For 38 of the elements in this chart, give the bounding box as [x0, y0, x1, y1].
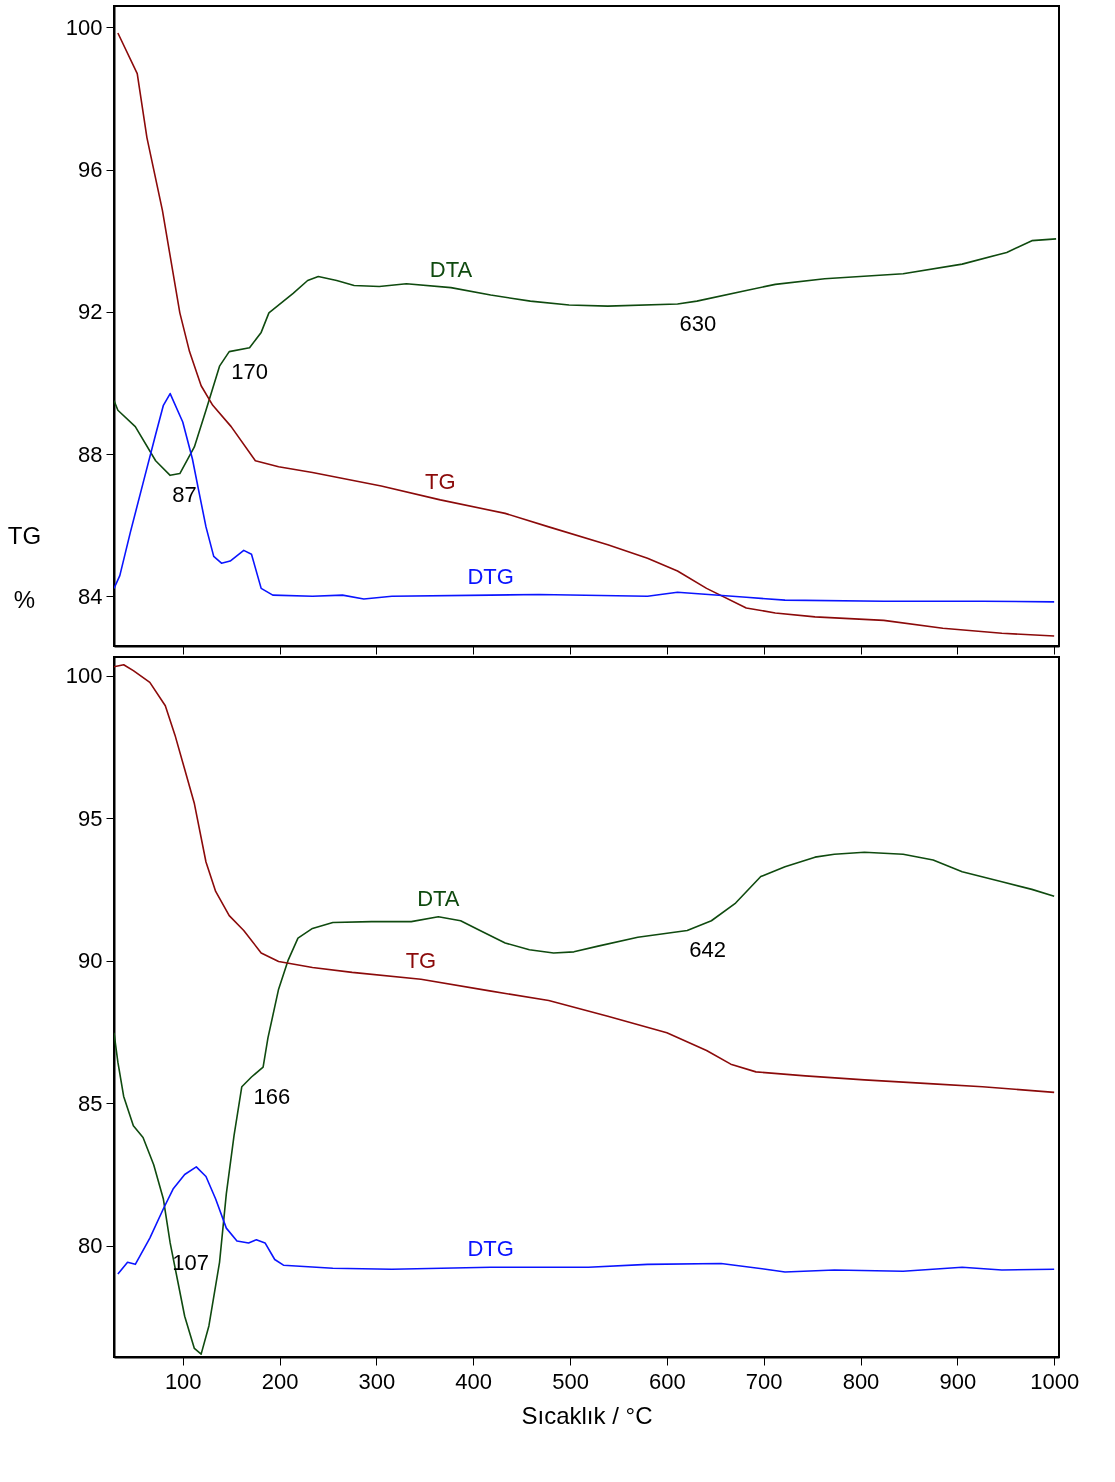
y-tick-label: 100 — [65, 14, 103, 40]
y-tick-label: 84 — [78, 583, 103, 609]
y-tick-label: 92 — [78, 299, 103, 325]
series-label: TG — [425, 468, 456, 494]
x-axis-title: Sıcaklık / °C — [521, 1401, 653, 1429]
y-tick-label: 90 — [78, 948, 103, 974]
line-series — [114, 851, 1055, 1355]
y-tick-label: 85 — [78, 1090, 103, 1116]
x-tick-label: 600 — [649, 1368, 686, 1394]
y-tick-label: 88 — [78, 441, 103, 467]
x-tick-label: 100 — [164, 1368, 202, 1394]
x-tick-label: 700 — [745, 1368, 783, 1394]
line-series — [117, 1166, 1055, 1275]
annotation: 642 — [689, 937, 726, 963]
x-tick-label: 500 — [552, 1368, 589, 1394]
annotation: 166 — [253, 1084, 291, 1109]
line-series — [117, 32, 1055, 637]
annotation: 170 — [231, 358, 268, 384]
text: TG % — [7, 521, 42, 613]
x-tick-label: 900 — [939, 1368, 977, 1394]
series-label: TG — [405, 948, 437, 974]
line-series — [114, 392, 1055, 603]
series-label: DTG — [467, 1236, 514, 1262]
series-label: DTG — [467, 564, 514, 590]
annotation: 87 — [172, 482, 197, 508]
y-tick-label: 100 — [65, 663, 103, 689]
annotation: 107 — [172, 1249, 209, 1275]
series-label: DTA — [417, 885, 460, 911]
y-tick-label: 80 — [78, 1233, 103, 1259]
x-tick-label: 1000 — [1030, 1368, 1080, 1394]
x-tick-label: 800 — [842, 1368, 880, 1394]
y-tick-label: 96 — [78, 157, 103, 183]
annotation: 630 — [679, 310, 717, 336]
y-tick-label: 95 — [78, 805, 103, 831]
x-tick-label: 200 — [261, 1368, 299, 1394]
series-label: DTA — [429, 256, 473, 282]
x-tick-label: 400 — [455, 1368, 493, 1394]
x-tick-label: 300 — [358, 1368, 396, 1394]
